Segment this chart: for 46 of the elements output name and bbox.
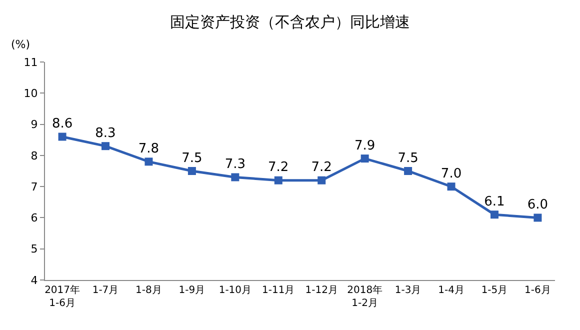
data-label: 7.2 bbox=[311, 160, 332, 176]
data-label: 7.5 bbox=[182, 150, 202, 166]
x-tick-label: 2017年 1-6月 bbox=[44, 284, 80, 309]
point bbox=[318, 176, 326, 184]
y-tick-label: 4 bbox=[30, 274, 38, 287]
data-label: 6.1 bbox=[484, 194, 505, 210]
chart-title: 固定资产投资（不含农户）同比增速 bbox=[170, 13, 410, 31]
y-axis-title: (%) bbox=[11, 38, 30, 51]
x-tick-label: 1-7月 bbox=[92, 285, 119, 296]
data-label: 7.3 bbox=[224, 156, 246, 172]
point bbox=[231, 173, 240, 182]
y-tick-label: 11 bbox=[24, 56, 38, 69]
data-label: 7.2 bbox=[268, 160, 289, 176]
y-tick-label: 10 bbox=[24, 86, 38, 100]
data-label: 7.0 bbox=[440, 166, 462, 182]
x-tick-label: 1-3月 bbox=[394, 285, 422, 296]
x-tick-label: 2018年 1-2月 bbox=[347, 284, 383, 309]
y-tick-label: 6 bbox=[30, 212, 38, 225]
x-tick-label: 1-5月 bbox=[481, 285, 508, 296]
x-tick-label: 1-11月 bbox=[262, 285, 295, 296]
x-tick-label: 1-12月 bbox=[305, 285, 338, 296]
point bbox=[144, 158, 153, 166]
point bbox=[58, 132, 66, 141]
x-tick-label: 1-4月 bbox=[438, 285, 464, 296]
point bbox=[102, 142, 110, 150]
data-label: 8.3 bbox=[95, 126, 116, 141]
x-tick-label: 1-6月 bbox=[524, 285, 551, 296]
x-tick-label: 1-10月 bbox=[218, 285, 252, 296]
point bbox=[447, 182, 456, 191]
point bbox=[490, 210, 498, 219]
y-tick-label: 7 bbox=[30, 180, 38, 194]
point bbox=[188, 167, 196, 175]
point bbox=[534, 214, 542, 222]
point bbox=[274, 176, 282, 184]
data-label: 7.9 bbox=[354, 138, 376, 154]
point bbox=[360, 154, 369, 163]
data-label: 6.0 bbox=[527, 197, 548, 212]
y-tick-label: 5 bbox=[30, 242, 38, 256]
x-tick-label: 1-8月 bbox=[136, 285, 162, 296]
y-tick-label: 8 bbox=[30, 149, 38, 162]
point bbox=[404, 167, 412, 175]
data-label: 7.8 bbox=[138, 141, 160, 156]
y-tick-label: 9 bbox=[30, 118, 38, 132]
data-label: 7.5 bbox=[398, 150, 418, 166]
data-label: 8.6 bbox=[52, 116, 73, 132]
x-tick-label: 1-9月 bbox=[178, 285, 206, 296]
